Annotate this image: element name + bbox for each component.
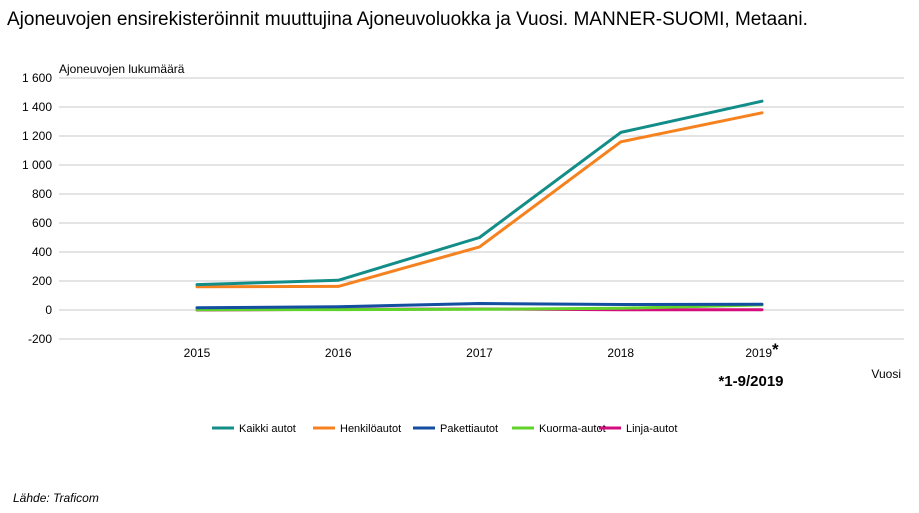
legend-label: Kuorma-autot — [539, 423, 606, 435]
x-axis-label: Vuosi — [871, 367, 901, 381]
x-tick-label: 2019* — [745, 340, 779, 360]
x-tick-label: 2016 — [325, 346, 352, 360]
x-tick-label: 2015 — [184, 346, 211, 360]
y-tick-label: 1 000 — [22, 158, 52, 172]
gridlines — [59, 77, 904, 340]
y-tick-label: -200 — [28, 332, 52, 346]
x-tick-label: 2017 — [466, 346, 493, 360]
series-line — [195, 302, 764, 310]
y-tick-label: 0 — [45, 303, 52, 317]
y-tick-label: 800 — [32, 187, 52, 201]
series-line — [195, 303, 764, 312]
legend-label: Henkilöautot — [340, 423, 401, 435]
y-tick-label: 1 400 — [22, 100, 52, 114]
series-lines — [195, 99, 764, 312]
series-line — [195, 111, 764, 289]
source-note: Lähde: Traficom — [13, 491, 99, 505]
y-axis-label: Ajoneuvojen lukumäärä — [59, 62, 185, 76]
legend-label: Linja-autot — [626, 423, 677, 435]
series-line — [195, 99, 764, 287]
legend: Kaikki autot Henkilöautot Pakettiautot Kuor… — [212, 423, 677, 435]
y-tick-label: 200 — [32, 274, 52, 288]
y-tick-label: 1 200 — [22, 129, 52, 143]
legend-label: Pakettiautot — [440, 423, 498, 435]
x-tick-label: 2018 — [607, 346, 634, 360]
legend-label: Kaikki autot — [239, 423, 296, 435]
y-axis-ticks: -200 0 200 400 600 800 1 000 1 200 1 400 1 600 — [22, 71, 52, 346]
x-axis-ticks: 2015 2016 2017 2018 2019* — [184, 340, 779, 360]
y-tick-label: 1 600 — [22, 71, 52, 85]
y-tick-label: 600 — [32, 216, 52, 230]
footnote: *1-9/2019 — [718, 373, 783, 390]
y-tick-label: 400 — [32, 245, 52, 259]
chart-title: Ajoneuvojen ensirekisteröinnit muuttujin… — [7, 9, 808, 30]
